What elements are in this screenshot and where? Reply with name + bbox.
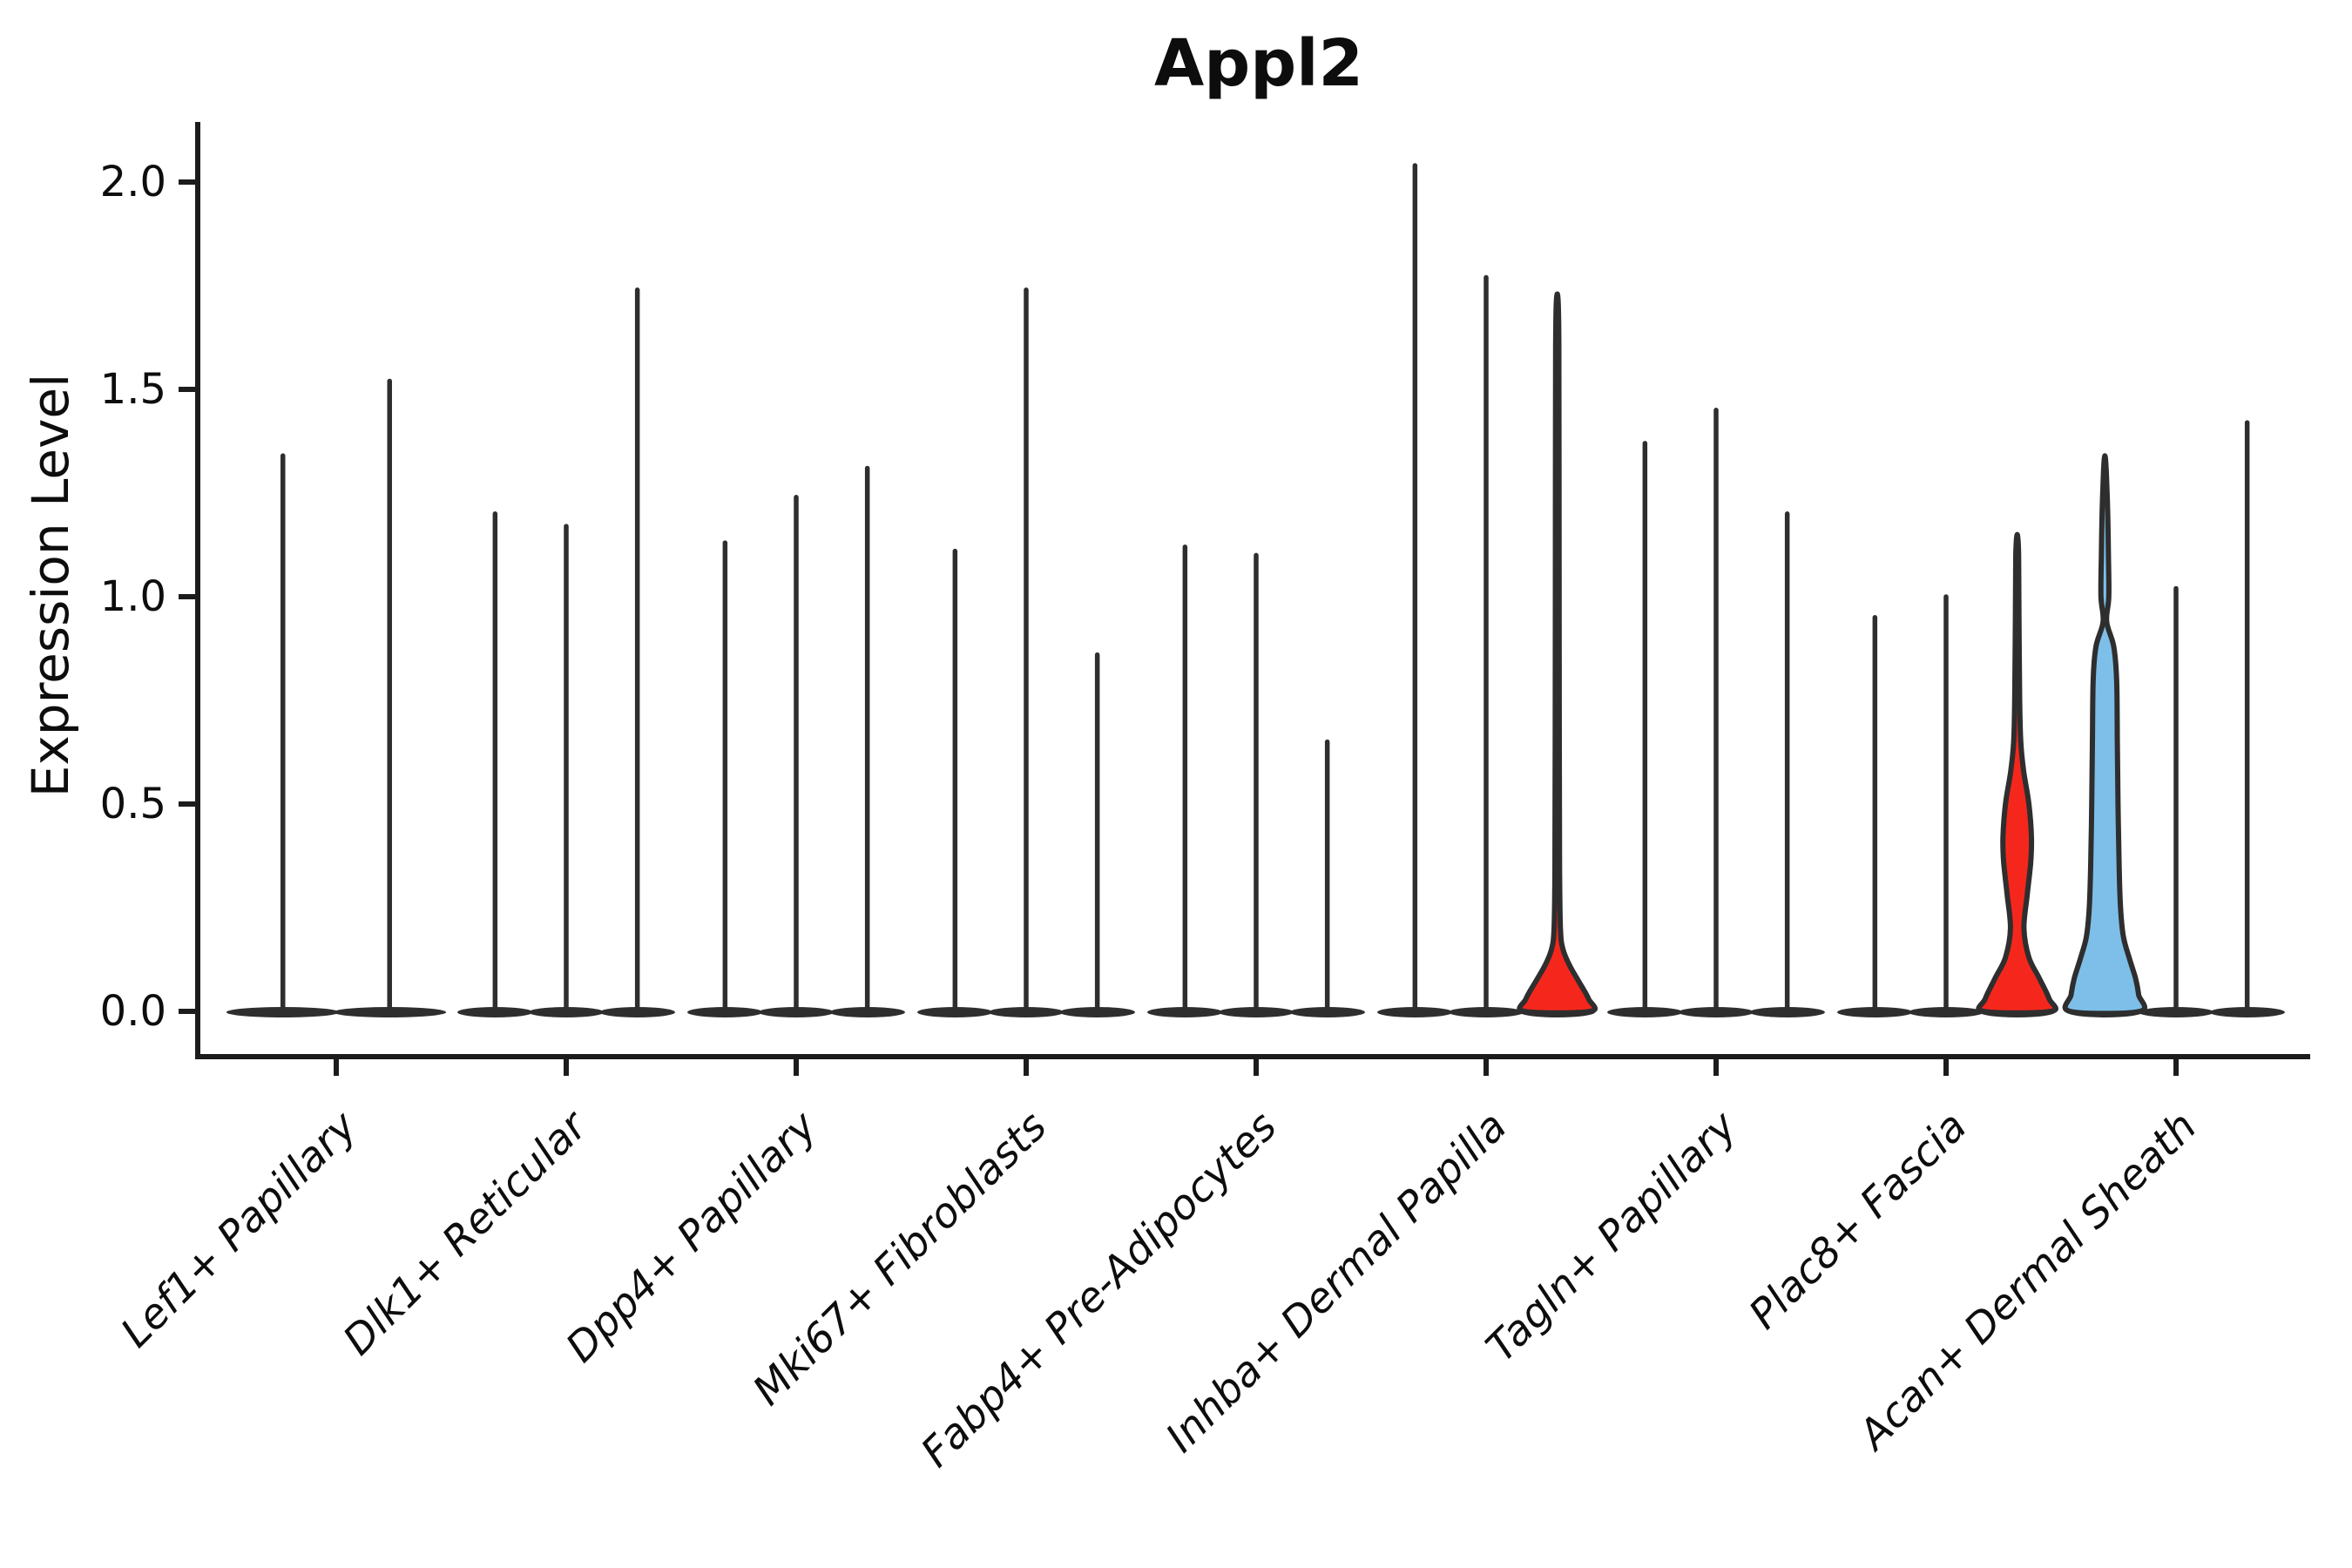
violin-body (2062, 453, 2147, 1017)
y-axis-label: Expression Level (21, 374, 80, 797)
x-tick-label: Dpp4+ Papillary (557, 1102, 827, 1372)
x-tick-label: Tagln+ Papillary (1477, 1102, 1747, 1372)
violin-group (917, 287, 1135, 1017)
violin-body (1976, 531, 2058, 1016)
violins-layer (226, 163, 2285, 1017)
violin-group (457, 287, 675, 1017)
chart-title: Appl2 (1154, 26, 1363, 101)
y-tick-label: 2.0 (100, 158, 166, 206)
violin-group (1837, 531, 2058, 1017)
violin-group (2062, 420, 2285, 1017)
violin-group (687, 465, 905, 1017)
y-tick-label: 1.0 (100, 572, 166, 621)
violin-group (1607, 408, 1825, 1017)
y-tick-label: 0.0 (100, 987, 166, 1036)
x-tick-label: Lef1+ Papillary (112, 1102, 367, 1357)
y-tick-label: 0.5 (100, 780, 166, 828)
violin-group (1147, 544, 1365, 1017)
violin-group (1377, 163, 1598, 1017)
axes-layer (179, 122, 2310, 1076)
y-tick-label: 1.5 (100, 365, 166, 414)
violin-group (226, 378, 447, 1017)
x-tick-label: Plac8+ Fascia (1740, 1103, 1976, 1339)
x-tick-label: Dlk1+ Reticular (335, 1101, 598, 1365)
violin-body (1517, 291, 1598, 1016)
